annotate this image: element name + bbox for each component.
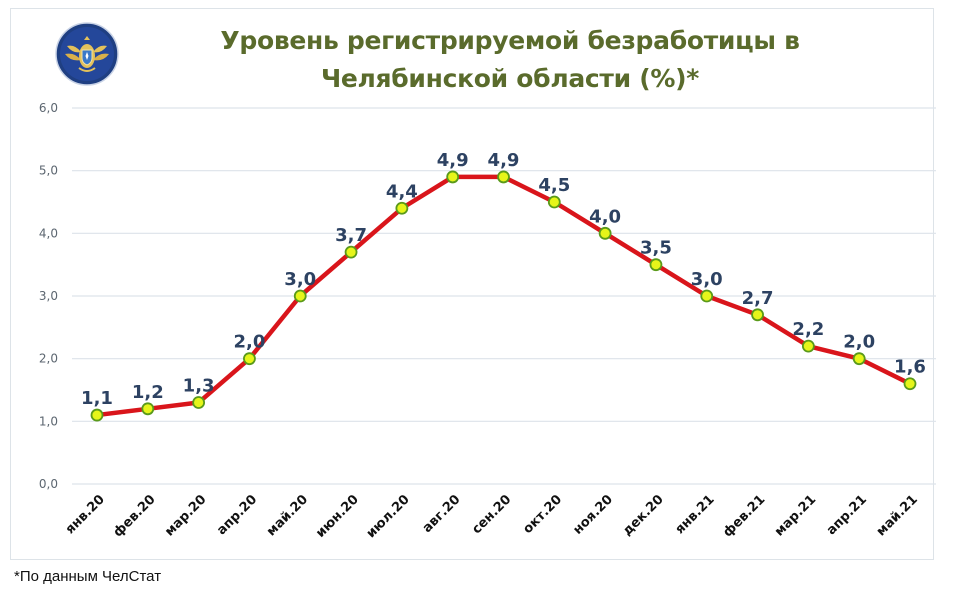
data-label: 4,5: [538, 175, 570, 196]
data-label: 3,5: [640, 238, 672, 259]
data-series: [90, 170, 917, 422]
data-label: 4,4: [386, 181, 418, 202]
x-axis-ticks: янв.20 фев.20 мар.20 апр.20 май.20 июн.20 июл.…: [63, 492, 921, 541]
x-tick-label: ноя.20: [570, 492, 615, 537]
y-tick-label: 2,0: [39, 352, 58, 366]
x-tick-label: май.21: [874, 492, 921, 539]
x-tick-label: мар.20: [162, 492, 209, 539]
data-point-marker[interactable]: [192, 396, 206, 409]
y-tick-label: 0,0: [39, 477, 58, 491]
data-point-marker[interactable]: [547, 195, 561, 209]
x-tick-label: фев.21: [720, 492, 768, 540]
x-tick-label: апр.20: [214, 492, 260, 538]
y-tick-label: 5,0: [39, 164, 58, 178]
data-point-marker[interactable]: [141, 402, 155, 416]
x-tick-label: янв.20: [63, 492, 108, 537]
data-label: 3,7: [335, 225, 367, 246]
double-headed-eagle-emblem-icon: [55, 22, 119, 86]
y-tick-label: 6,0: [39, 101, 58, 115]
data-point-marker[interactable]: [700, 289, 714, 303]
data-point-marker[interactable]: [903, 377, 917, 391]
x-tick-label: мар.21: [772, 492, 819, 539]
x-tick-label: дек.20: [620, 492, 667, 539]
data-label: 2,2: [792, 319, 824, 340]
chart-frame: [10, 8, 934, 560]
data-point-marker[interactable]: [446, 170, 460, 184]
data-label: 3,0: [691, 269, 723, 290]
data-point-marker[interactable]: [801, 339, 815, 353]
x-tick-label: сен.20: [469, 492, 514, 537]
x-tick-label: май.20: [264, 492, 311, 539]
y-tick-label: 4,0: [39, 226, 58, 240]
x-tick-label: июн.20: [313, 492, 362, 541]
data-label: 4,9: [488, 150, 520, 171]
data-label: 2,0: [843, 332, 875, 353]
data-point-marker[interactable]: [90, 408, 104, 422]
source-footnote: *По данным ЧелСтат: [14, 568, 162, 585]
data-label: 2,7: [742, 288, 774, 309]
x-tick-label: апр.21: [824, 492, 870, 538]
data-labels: 1,1 1,2 1,3 2,0 3,0 3,7 4,4 4,9 4,9 4,5 4,0 3,5 3,0 2…: [81, 150, 926, 409]
data-point-marker[interactable]: [649, 258, 663, 272]
data-point-marker[interactable]: [395, 201, 409, 215]
y-tick-label: 1,0: [39, 414, 58, 428]
data-point-marker[interactable]: [243, 352, 256, 366]
y-tick-label: 3,0: [39, 289, 58, 303]
chart-title-line2: Челябинской области (%)*: [320, 64, 700, 93]
x-tick-label: янв.21: [673, 492, 718, 537]
data-label: 1,6: [894, 357, 926, 378]
data-label: 1,2: [132, 382, 164, 403]
data-label: 4,0: [589, 206, 621, 227]
chart-title: Уровень регистрируемой безработицы в Чел…: [160, 22, 860, 98]
y-axis-ticks: 0,0 1,0 2,0 3,0 4,0 5,0 6,0: [39, 101, 58, 491]
data-point-marker[interactable]: [598, 226, 612, 240]
x-tick-label: окт.20: [520, 492, 565, 537]
x-tick-label: авг.20: [420, 492, 464, 536]
data-label: 3,0: [284, 269, 316, 290]
data-point-marker[interactable]: [293, 289, 307, 303]
data-label: 4,9: [437, 150, 469, 171]
data-point-marker[interactable]: [852, 352, 866, 366]
data-point-marker[interactable]: [344, 245, 358, 259]
x-tick-label: июл.20: [364, 492, 413, 541]
x-tick-label: фев.20: [111, 492, 159, 540]
data-point-marker[interactable]: [497, 170, 510, 184]
data-label: 1,3: [183, 376, 215, 397]
data-point-marker[interactable]: [751, 308, 764, 322]
chart-title-line1: Уровень регистрируемой безработицы в: [220, 26, 800, 55]
gridlines: [72, 107, 936, 485]
data-label: 2,0: [233, 332, 265, 353]
data-label: 1,1: [81, 388, 113, 409]
